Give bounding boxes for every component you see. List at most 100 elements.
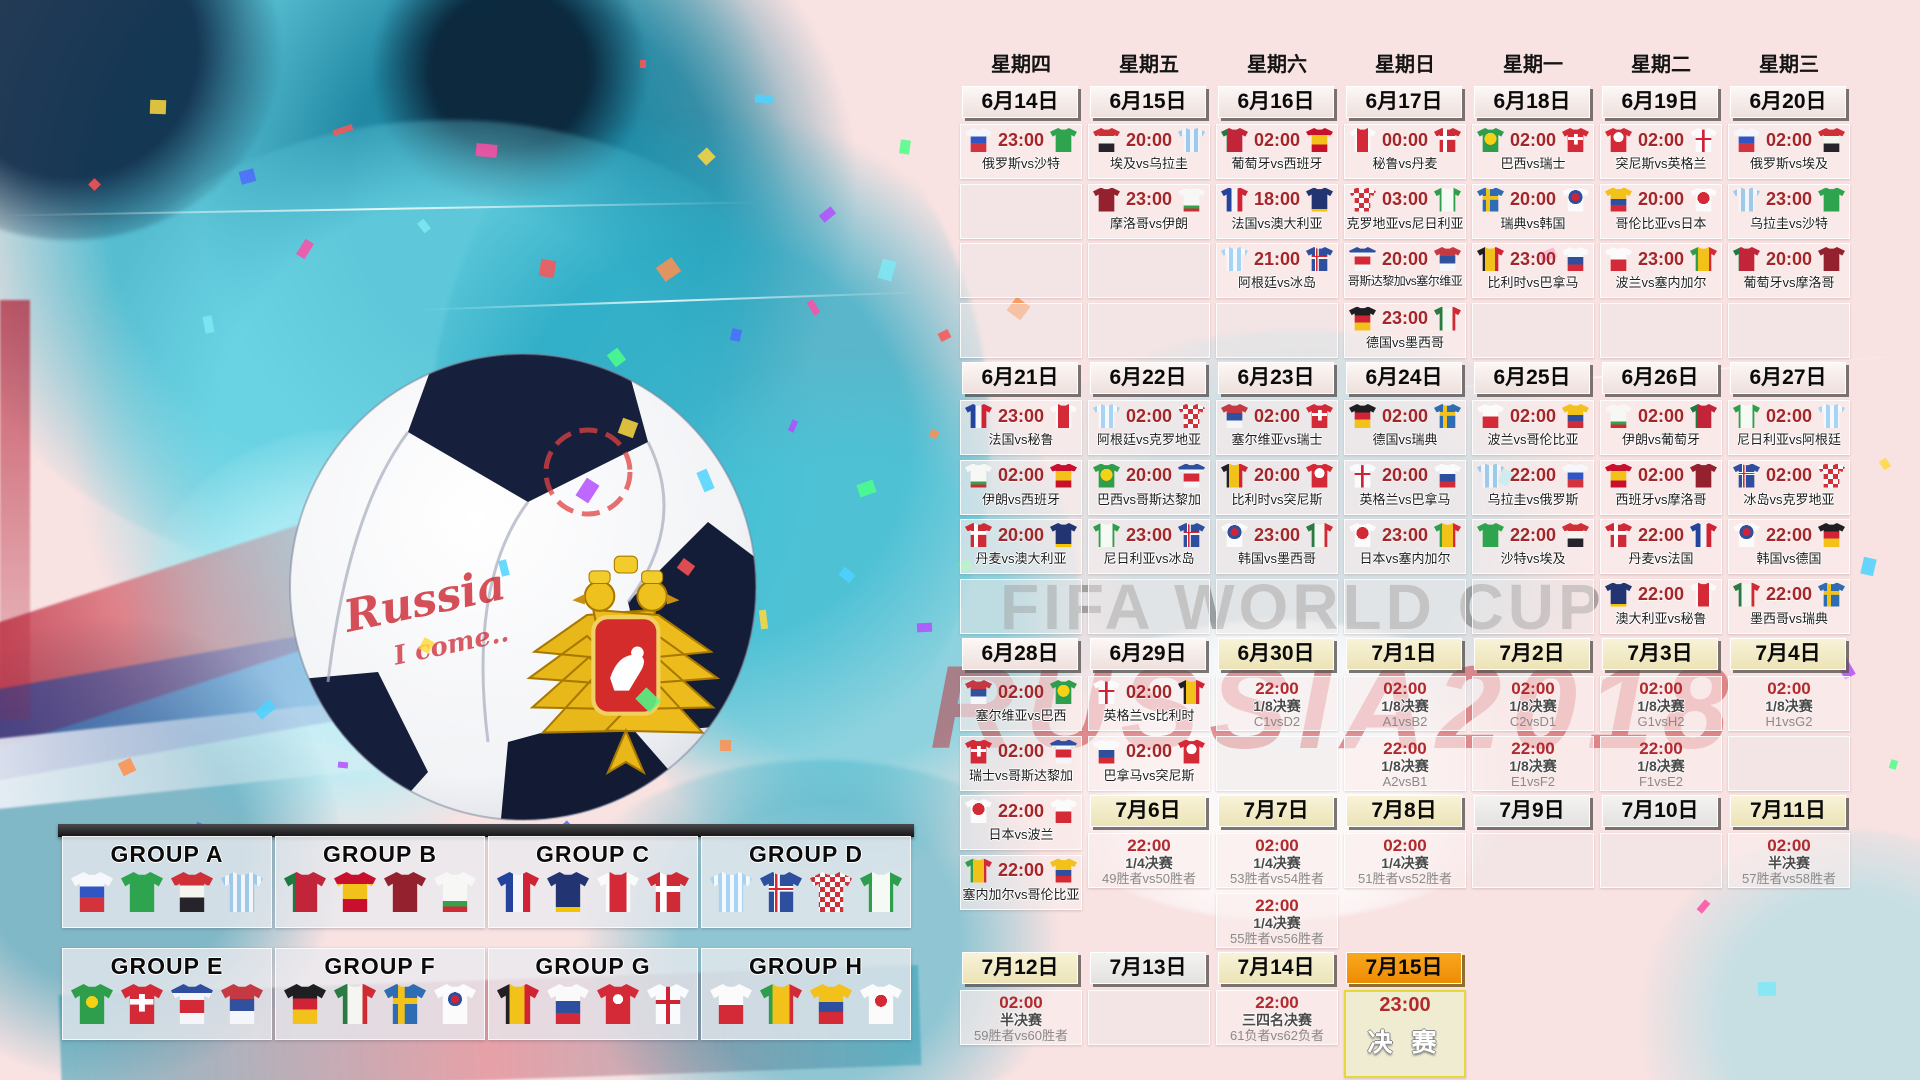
knockout-cell: 22:00 1/8决赛 F1vsE2 [1600, 735, 1722, 791]
final-match-cell: 23:00 决 赛 [1344, 989, 1466, 1078]
jersey-icon-mexico [1733, 582, 1760, 607]
knockout-time: 22:00 [1639, 738, 1683, 758]
knockout-cell: 22:00 1/8决赛 A2vsB1 [1344, 735, 1466, 791]
knockout-time: 22:00 [1511, 738, 1555, 758]
date-button: 7月13日 [1090, 951, 1206, 984]
jersey-icon-france [1221, 187, 1248, 212]
date-button: 6月26日 [1602, 362, 1718, 394]
knockout-pair-label: 55胜者vs56胜者 [1230, 930, 1324, 946]
jersey-icon-iran [1605, 404, 1632, 428]
jersey-icon-costarica [1349, 247, 1376, 271]
match-time: 18:00 [1253, 189, 1301, 209]
knockout-time: 22:00 [1383, 738, 1427, 758]
knockout-time: 02:00 [1383, 836, 1427, 855]
jersey-icon-mexico [334, 984, 376, 1024]
match-cell: 02:00 巴拿马vs突尼斯 [1088, 735, 1210, 791]
empty-cell [960, 183, 1082, 239]
knockout-stage-label: 1/8决赛 [1509, 757, 1557, 774]
match-time: 23:00 [1765, 189, 1813, 209]
jersey-icon-morocco [1689, 463, 1717, 488]
match-row: 21:00 [1217, 244, 1337, 271]
match-time: 23:00 [1637, 248, 1685, 269]
date-button: 6月16日 [1218, 86, 1334, 118]
date-button: 6月17日 [1346, 86, 1462, 118]
jersey-icon-uruguay [1477, 463, 1504, 488]
empty-cell [1600, 833, 1722, 888]
group-jerseys [63, 872, 271, 912]
match-time: 20:00 [1637, 189, 1685, 209]
match-row: 03:00 [1345, 185, 1465, 212]
jersey-icon-sweden [384, 984, 426, 1024]
match-cell: 02:00 葡萄牙vs西班牙 [1216, 124, 1338, 179]
jersey-icon-portugal [1733, 247, 1760, 271]
jersey-icon-denmark [965, 523, 992, 547]
match-cell: 02:00 塞尔维亚vs瑞士 [1216, 400, 1338, 455]
match-time: 20:00 [997, 524, 1045, 545]
confetti-piece [899, 139, 911, 155]
knockout-pair-label: H1vsG2 [1765, 714, 1813, 729]
jersey-icon-egypt [1093, 128, 1120, 152]
knockout-pair-label: A1vsB2 [1382, 714, 1428, 729]
jersey-icon-switzerland [1561, 128, 1589, 152]
match-teams-label: 法国vs澳大利亚 [1231, 215, 1323, 231]
knockout-time: 22:00 [1255, 895, 1299, 915]
jersey-icon-japan [965, 799, 992, 823]
jersey-icon-saudi [1477, 523, 1504, 547]
jersey-icon-sweden [1817, 582, 1845, 607]
date-button: 7月1日 [1346, 638, 1462, 670]
match-row: 23:00 [1601, 244, 1721, 271]
group-title: GROUP G [535, 953, 651, 979]
match-row: 23:00 [1345, 304, 1465, 331]
match-time: 22:00 [1765, 524, 1813, 545]
jersey-icon-russia [1733, 128, 1760, 152]
match-row: 02:00 [1345, 401, 1465, 428]
match-row: 20:00 [1729, 244, 1849, 271]
knockout-time: 02:00 [1767, 679, 1811, 698]
jersey-icon-senegal [965, 858, 992, 883]
match-row: 02:00 [1601, 125, 1721, 152]
knockout-cell: 22:00 三四名决赛 61负者vs62负者 [1216, 990, 1338, 1045]
empty-cell [1600, 302, 1722, 358]
jersey-icon-serbia [965, 680, 992, 704]
group-box: GROUP E [62, 948, 272, 1040]
jersey-icon-nigeria [1433, 187, 1461, 212]
match-row: 22:00 [1473, 461, 1593, 488]
knockout-stage-label: 1/4决赛 [1253, 914, 1301, 931]
match-teams-label: 法国vs秘鲁 [988, 432, 1054, 447]
jersey-icon-tunisia [1177, 739, 1205, 764]
match-time: 02:00 [1637, 465, 1685, 485]
match-time: 22:00 [1509, 524, 1557, 545]
match-teams-label: 比利时vs巴拿马 [1487, 275, 1579, 290]
date-button: 6月19日 [1602, 86, 1718, 118]
jersey-icon-peru [1689, 582, 1717, 607]
jersey-icon-australia [1605, 582, 1632, 607]
match-cell: 22:00 韩国vs德国 [1728, 519, 1850, 574]
jersey-icon-portugal [1221, 128, 1248, 152]
group-shelf-bar [58, 824, 914, 837]
jersey-icon-uruguay [221, 872, 263, 912]
jersey-icon-england [647, 984, 689, 1024]
match-teams-label: 哥伦比亚vs日本 [1615, 215, 1707, 231]
date-button: 7月9日 [1474, 795, 1590, 827]
jersey-icon-russia [1561, 463, 1589, 488]
match-cell: 23:00 尼日利亚vs冰岛 [1088, 519, 1210, 574]
knockout-cell: 02:00 1/8决赛 A1vsB2 [1344, 676, 1466, 731]
match-time: 02:00 [1125, 405, 1173, 426]
jersey-icon-saudi [121, 872, 163, 912]
group-jerseys [702, 872, 910, 912]
match-row: 20:00 [1473, 185, 1593, 212]
match-row: 00:00 [1345, 125, 1465, 152]
knockout-stage-label: 半决赛 [1768, 855, 1810, 871]
match-teams-label: 瑞士vs哥斯达黎加 [968, 767, 1073, 783]
knockout-time: 02:00 [1255, 836, 1299, 855]
match-cell: 02:00 英格兰vs比利时 [1088, 676, 1210, 731]
jersey-icon-croatia [1349, 187, 1376, 212]
jersey-icon-senegal [1689, 247, 1717, 271]
jersey-icon-belgium [497, 984, 539, 1024]
date-button: 6月15日 [1090, 86, 1206, 118]
match-teams-label: 伊朗vs葡萄牙 [1621, 432, 1700, 447]
weekday-label: 星期三 [1759, 54, 1819, 76]
soccer-ball-art: Russia I come.. [288, 352, 758, 822]
jersey-icon-uruguay [1733, 187, 1760, 212]
jersey-icon-denmark [1605, 523, 1632, 547]
